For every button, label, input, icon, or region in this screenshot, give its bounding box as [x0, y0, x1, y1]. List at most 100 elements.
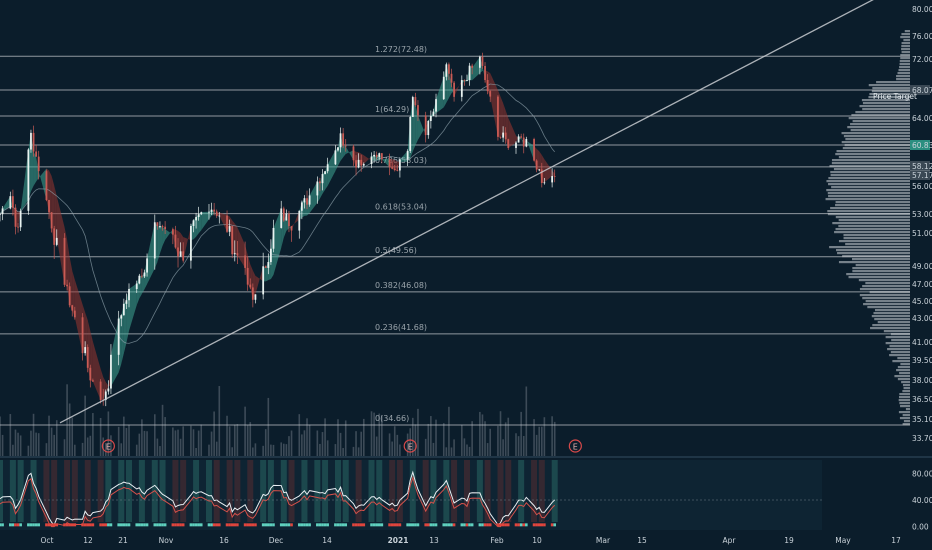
oscillator-dot — [140, 523, 144, 527]
candle-body — [122, 303, 125, 316]
volume-bar — [17, 432, 19, 456]
profile-bar — [897, 357, 910, 360]
candle-body — [502, 132, 504, 138]
candle-body — [156, 222, 159, 227]
time-tick: 17 — [891, 536, 901, 545]
candle-body — [164, 226, 167, 230]
candle-body — [540, 169, 543, 183]
oscillator-signal-line — [0, 475, 556, 528]
profile-bar — [827, 210, 910, 213]
price-tag-background — [910, 161, 930, 171]
oscillator-dot — [230, 523, 234, 527]
oscillator-dot — [210, 523, 213, 527]
profile-bar — [845, 243, 910, 246]
candle-body — [71, 305, 74, 311]
volume-bar — [283, 443, 285, 456]
time-tick: 21 — [118, 536, 128, 545]
profile-bar — [838, 156, 910, 159]
profile-bar — [838, 240, 910, 243]
oscillator-shade — [389, 460, 396, 522]
candle-body — [460, 80, 463, 97]
price-tick: 35.10 — [912, 415, 932, 424]
oscillator-dot — [16, 523, 20, 527]
profile-bar — [896, 369, 910, 372]
candle-body — [197, 214, 200, 218]
profile-bar — [852, 267, 910, 270]
volume-bar — [479, 411, 481, 456]
volume-bar — [507, 417, 510, 456]
volume-bar — [453, 439, 455, 456]
oscillator-dot — [135, 523, 139, 527]
oscillator-shade — [376, 460, 383, 522]
candle-body — [1, 208, 4, 215]
candle-body — [306, 198, 308, 205]
candle-body — [161, 226, 164, 227]
volume-bar — [435, 419, 437, 456]
volume-bar — [86, 437, 89, 456]
candle-body — [99, 381, 102, 400]
candle-body — [143, 272, 146, 277]
oscillator-dot — [145, 523, 149, 527]
profile-bar — [862, 285, 910, 288]
ribbon-segment — [234, 223, 238, 256]
candle-body — [125, 300, 128, 304]
volume-bar — [71, 417, 74, 456]
time-axis[interactable]: Oct 12 21 Nov 16 Dec 14 2021 13 Feb 10 Mar 15 Apr 19 Ma… — [41, 536, 901, 545]
oscillator-dot — [532, 523, 536, 527]
candle-body — [135, 283, 138, 289]
profile-bar — [835, 201, 910, 204]
volume-bar — [92, 413, 94, 456]
profile-bar — [899, 372, 910, 375]
profile-bar — [852, 120, 910, 123]
volume-bar — [414, 424, 417, 456]
oscillator-shade — [43, 460, 50, 522]
candle-body — [337, 147, 339, 151]
volume-bar — [319, 443, 321, 456]
candle-body — [551, 176, 554, 183]
price-tag-background — [910, 140, 930, 150]
price-tick: 56.00 — [912, 182, 932, 191]
candle-body — [515, 142, 517, 148]
volume-bar — [104, 442, 107, 456]
volume-bar — [522, 436, 525, 456]
profile-bar — [835, 216, 910, 219]
volume-bar — [1, 434, 4, 456]
candle-body — [543, 182, 546, 184]
candle-body — [442, 76, 445, 100]
oscillator-dot — [70, 523, 74, 527]
candle-body — [481, 56, 484, 66]
ribbon-segment — [129, 283, 137, 331]
oscillator-dot — [236, 523, 239, 527]
profile-bar — [889, 354, 910, 357]
oscillator-dot — [117, 523, 120, 527]
candle-body — [208, 211, 210, 213]
oscillator-shade — [314, 460, 321, 522]
oscillator-shade — [193, 460, 200, 522]
profile-bar — [835, 153, 910, 156]
price-axis[interactable]: 80.00 76.00 72.00 68.07 64.00 60.83 58.1257.17… — [910, 5, 932, 532]
candle-body — [466, 80, 468, 81]
candle-body — [484, 65, 486, 81]
candle-body — [411, 97, 414, 117]
volume-bar — [123, 416, 125, 456]
volume-bar — [324, 418, 326, 456]
volume-bar — [316, 430, 319, 456]
profile-bar — [902, 384, 910, 387]
oscillator-dot — [161, 523, 164, 527]
ribbon-segment — [74, 279, 83, 354]
oscillator-dot — [207, 523, 211, 527]
candle-body — [375, 154, 378, 157]
oscillator-shade — [280, 460, 287, 522]
oscillator-dot — [372, 523, 376, 527]
candle-body — [195, 217, 197, 221]
profile-bar — [838, 219, 910, 222]
oscillator-dot — [540, 523, 544, 527]
ribbon-segment — [381, 158, 390, 168]
oscillator-dot — [215, 523, 219, 527]
candle-body — [254, 294, 257, 300]
oscillator-dot — [107, 523, 110, 527]
oscillator-dot — [478, 523, 482, 527]
profile-bar — [827, 192, 910, 195]
volume-bar — [448, 406, 450, 456]
candle-body — [37, 156, 40, 172]
